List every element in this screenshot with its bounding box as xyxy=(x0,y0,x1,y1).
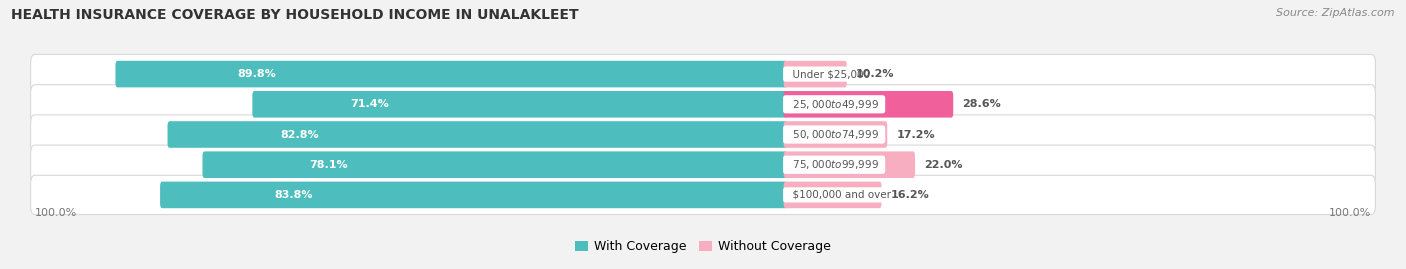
FancyBboxPatch shape xyxy=(31,175,1375,215)
Text: 78.1%: 78.1% xyxy=(309,160,347,170)
FancyBboxPatch shape xyxy=(160,182,787,208)
Text: 17.2%: 17.2% xyxy=(896,129,935,140)
Text: 89.8%: 89.8% xyxy=(238,69,277,79)
FancyBboxPatch shape xyxy=(202,151,787,178)
Legend: With Coverage, Without Coverage: With Coverage, Without Coverage xyxy=(571,235,835,259)
FancyBboxPatch shape xyxy=(115,61,787,87)
Text: 16.2%: 16.2% xyxy=(890,190,929,200)
Text: $50,000 to $74,999: $50,000 to $74,999 xyxy=(786,128,883,141)
Text: 28.6%: 28.6% xyxy=(962,99,1001,109)
Text: 22.0%: 22.0% xyxy=(924,160,963,170)
Text: 71.4%: 71.4% xyxy=(350,99,389,109)
FancyBboxPatch shape xyxy=(252,91,787,118)
FancyBboxPatch shape xyxy=(31,85,1375,124)
Text: 10.2%: 10.2% xyxy=(856,69,894,79)
FancyBboxPatch shape xyxy=(783,91,953,118)
Text: $25,000 to $49,999: $25,000 to $49,999 xyxy=(786,98,883,111)
Text: 100.0%: 100.0% xyxy=(35,208,77,218)
FancyBboxPatch shape xyxy=(783,121,887,148)
FancyBboxPatch shape xyxy=(783,182,882,208)
FancyBboxPatch shape xyxy=(783,61,846,87)
FancyBboxPatch shape xyxy=(31,145,1375,184)
FancyBboxPatch shape xyxy=(31,115,1375,154)
Text: $100,000 and over: $100,000 and over xyxy=(786,190,897,200)
Text: 83.8%: 83.8% xyxy=(274,190,314,200)
Text: HEALTH INSURANCE COVERAGE BY HOUSEHOLD INCOME IN UNALAKLEET: HEALTH INSURANCE COVERAGE BY HOUSEHOLD I… xyxy=(11,8,579,22)
Text: 100.0%: 100.0% xyxy=(1329,208,1371,218)
FancyBboxPatch shape xyxy=(31,54,1375,94)
FancyBboxPatch shape xyxy=(783,151,915,178)
Text: Source: ZipAtlas.com: Source: ZipAtlas.com xyxy=(1277,8,1395,18)
Text: $75,000 to $99,999: $75,000 to $99,999 xyxy=(786,158,883,171)
Text: 82.8%: 82.8% xyxy=(280,129,319,140)
FancyBboxPatch shape xyxy=(167,121,787,148)
Text: Under $25,000: Under $25,000 xyxy=(786,69,876,79)
